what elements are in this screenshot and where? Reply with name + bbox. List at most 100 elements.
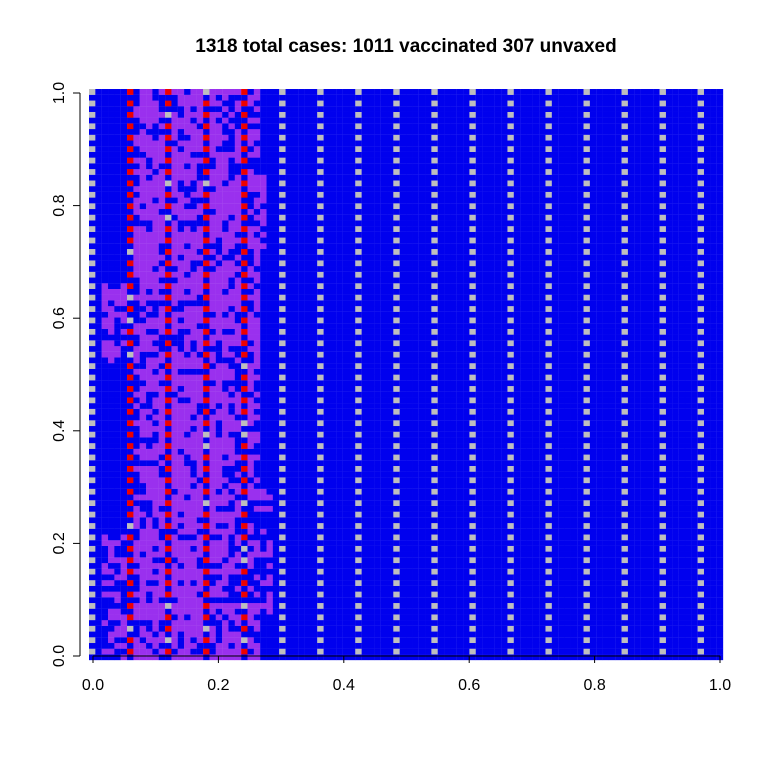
heatmap-cell — [222, 345, 229, 352]
heatmap-cell — [120, 317, 128, 324]
heatmap-cell — [89, 334, 96, 341]
heatmap-cell — [253, 140, 261, 147]
heatmap-cell — [355, 414, 362, 421]
heatmap-cell — [127, 214, 134, 221]
heatmap-cell — [272, 111, 280, 118]
heatmap-cell — [108, 385, 115, 392]
heatmap-cell — [152, 562, 159, 569]
heatmap-cell — [165, 151, 172, 158]
heatmap-cell — [228, 557, 235, 564]
heatmap-cell — [279, 146, 286, 152]
heatmap-cell — [146, 511, 153, 518]
heatmap-cell — [222, 625, 229, 632]
heatmap-cell — [399, 248, 407, 255]
heatmap-cell — [374, 637, 381, 644]
heatmap-cell — [133, 186, 140, 192]
heatmap-cell — [177, 191, 185, 198]
heatmap-cell — [253, 328, 261, 335]
heatmap-cell — [146, 231, 153, 238]
heatmap-cell — [101, 220, 109, 227]
heatmap-cell — [228, 625, 235, 632]
heatmap-cell — [177, 214, 185, 221]
heatmap-cell — [329, 403, 337, 409]
heatmap-cell — [298, 340, 305, 347]
heatmap-cell — [184, 231, 191, 238]
heatmap-cell — [215, 146, 223, 152]
heatmap-cell — [152, 580, 159, 586]
heatmap-cell — [348, 100, 356, 107]
heatmap-cell — [266, 134, 274, 141]
heatmap-cell — [361, 403, 369, 409]
heatmap-cell — [184, 100, 191, 107]
heatmap-cell — [367, 305, 375, 312]
heatmap-cell — [374, 208, 381, 215]
heatmap-cell — [165, 174, 172, 181]
heatmap-cell — [355, 300, 362, 307]
heatmap-cell — [133, 283, 140, 289]
heatmap-cell — [266, 191, 274, 198]
heatmap-cell — [380, 317, 388, 324]
heatmap-cell — [114, 642, 121, 649]
heatmap-cell — [203, 323, 210, 329]
heatmap-cell — [348, 431, 356, 438]
heatmap-cell — [285, 597, 293, 604]
heatmap-cell — [171, 157, 178, 164]
heatmap-cell — [203, 345, 210, 352]
heatmap-cell — [348, 425, 356, 432]
heatmap-cell — [101, 305, 109, 312]
heatmap-cell — [329, 311, 337, 318]
heatmap-cell — [310, 625, 318, 632]
heatmap-cell — [393, 631, 400, 638]
heatmap-cell — [133, 642, 140, 649]
heatmap-cell — [215, 591, 223, 598]
heatmap-cell — [247, 482, 254, 489]
heatmap-cell — [89, 283, 96, 289]
heatmap-cell — [361, 374, 369, 381]
heatmap-cell — [196, 420, 204, 427]
heatmap-cell — [241, 111, 248, 118]
heatmap-cell — [108, 557, 115, 564]
heatmap-cell — [171, 323, 178, 329]
heatmap-cell — [266, 517, 274, 524]
heatmap-cell — [329, 300, 337, 307]
heatmap-cell — [89, 522, 96, 529]
heatmap-cell — [279, 197, 286, 204]
heatmap-cell — [285, 208, 293, 215]
heatmap-cell — [234, 625, 242, 632]
heatmap-cell — [279, 597, 286, 604]
heatmap-cell — [114, 511, 121, 518]
heatmap-cell — [146, 448, 153, 455]
heatmap-cell — [323, 454, 331, 461]
heatmap-cell — [367, 420, 375, 427]
heatmap-cell — [355, 305, 362, 312]
heatmap-cell — [209, 540, 216, 546]
heatmap-cell — [209, 431, 216, 438]
heatmap-cell — [260, 545, 267, 552]
heatmap-cell — [222, 522, 229, 529]
heatmap-cell — [374, 345, 381, 352]
heatmap-cell — [266, 562, 274, 569]
heatmap-cell — [165, 157, 172, 164]
heatmap-cell — [361, 151, 369, 158]
heatmap-cell — [291, 511, 299, 518]
heatmap-cell — [171, 505, 178, 512]
heatmap-cell — [165, 528, 172, 535]
heatmap-cell — [323, 94, 331, 101]
heatmap-cell — [196, 477, 204, 484]
heatmap-cell — [215, 385, 223, 392]
heatmap-cell — [133, 585, 140, 592]
heatmap-cell — [203, 408, 210, 415]
heatmap-cell — [228, 602, 235, 609]
heatmap-cell — [304, 89, 312, 95]
heatmap-cell — [234, 100, 242, 107]
heatmap-cell — [89, 208, 96, 215]
heatmap-cell — [323, 351, 331, 358]
heatmap-cell — [291, 568, 299, 575]
heatmap-cell — [101, 597, 109, 604]
heatmap-cell — [158, 562, 166, 569]
heatmap-cell — [399, 540, 407, 546]
heatmap-cell — [361, 568, 369, 575]
heatmap-cell — [247, 305, 254, 312]
heatmap-cell — [348, 557, 356, 564]
heatmap-cell — [133, 260, 140, 267]
